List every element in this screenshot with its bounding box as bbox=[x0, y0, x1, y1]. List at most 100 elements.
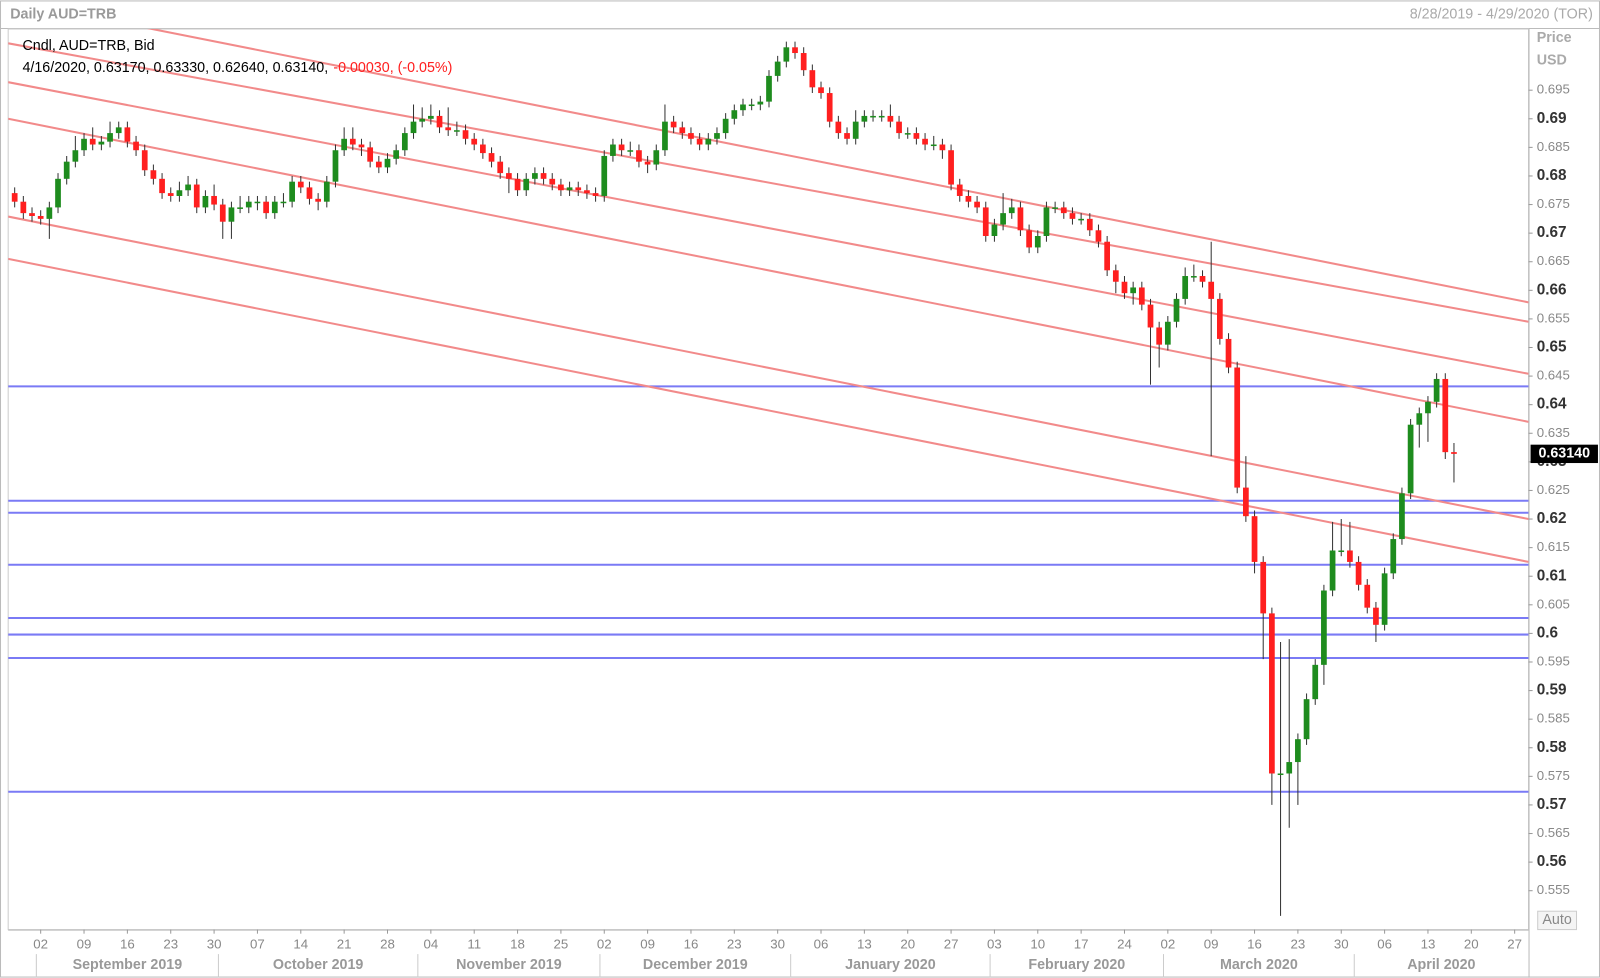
y-tick-label: 0.605 bbox=[1537, 596, 1570, 611]
y-tick-label: 0.665 bbox=[1537, 253, 1570, 268]
x-tick-label: 11 bbox=[467, 936, 481, 951]
candle-body bbox=[211, 195, 217, 205]
candle-body bbox=[783, 47, 790, 62]
candle-body bbox=[1086, 218, 1093, 231]
candle-body bbox=[497, 161, 504, 174]
trend-line bbox=[8, 215, 1529, 521]
x-tick-label: 06 bbox=[1377, 936, 1392, 951]
candle-body bbox=[29, 213, 35, 216]
y-tick-label: 0.57 bbox=[1537, 796, 1567, 813]
x-tick-label: 21 bbox=[337, 936, 352, 951]
x-tick-label: 30 bbox=[207, 936, 222, 951]
candle-body bbox=[922, 138, 928, 145]
candle-body bbox=[410, 121, 417, 134]
candle-body bbox=[55, 178, 61, 208]
candle-body bbox=[219, 204, 226, 222]
candle-body bbox=[141, 150, 148, 171]
candle-body bbox=[462, 130, 469, 139]
candle-body bbox=[367, 147, 374, 162]
trend-line bbox=[8, 81, 1529, 375]
candle-body bbox=[1043, 207, 1050, 237]
y-tick-label: 0.65 bbox=[1537, 339, 1567, 356]
header-range: 8/28/2019 - 4/29/2020 (TOR) bbox=[1410, 6, 1593, 22]
candle-body bbox=[1329, 550, 1336, 591]
candle-body bbox=[1130, 287, 1137, 294]
candle-body bbox=[1026, 230, 1032, 248]
candle-body bbox=[228, 207, 235, 222]
x-tick-label: 02 bbox=[33, 936, 48, 951]
candle-body bbox=[1295, 739, 1301, 763]
x-tick-label: 16 bbox=[1247, 936, 1262, 951]
candle-body bbox=[46, 207, 53, 219]
candle-body bbox=[731, 110, 738, 119]
y-tick-label: 0.595 bbox=[1537, 653, 1570, 668]
y-tick-label: 0.58 bbox=[1537, 739, 1567, 756]
candle-body bbox=[37, 215, 44, 219]
x-tick-label: 20 bbox=[900, 936, 915, 951]
candle-body bbox=[835, 121, 842, 134]
legend-values: 4/16/2020, 0.63170, 0.63330, 0.62640, 0.… bbox=[22, 60, 452, 76]
candle-body bbox=[566, 187, 573, 191]
candle-body bbox=[887, 115, 894, 122]
candle-body bbox=[722, 118, 729, 134]
candle-body bbox=[904, 133, 911, 135]
candle-body bbox=[549, 178, 556, 185]
trend-line bbox=[146, 29, 1529, 304]
candle-body bbox=[375, 161, 382, 168]
candle-body bbox=[688, 133, 694, 139]
candle-body bbox=[323, 181, 330, 202]
candle-body bbox=[1000, 213, 1006, 225]
candle-body bbox=[72, 150, 79, 162]
candle-body bbox=[896, 121, 902, 134]
candle-body bbox=[297, 181, 304, 188]
candle-body bbox=[1390, 539, 1397, 574]
candle-body bbox=[592, 193, 599, 196]
candle-body bbox=[818, 87, 824, 94]
candle-body bbox=[705, 138, 712, 145]
candle-body bbox=[991, 224, 998, 237]
candle-body bbox=[358, 144, 365, 148]
x-tick-label: 25 bbox=[554, 936, 569, 951]
candle-body bbox=[89, 138, 96, 145]
candle-body bbox=[1190, 276, 1197, 278]
candle-body bbox=[878, 115, 885, 118]
candle-body bbox=[185, 184, 191, 191]
candle-body bbox=[1034, 236, 1041, 248]
month-label: January 2020 bbox=[845, 957, 936, 973]
auto-button[interactable] bbox=[1537, 910, 1578, 931]
candle-body bbox=[1121, 281, 1128, 294]
candle-body bbox=[740, 104, 746, 111]
candle-body bbox=[670, 121, 677, 128]
y-tick-label: 0.62 bbox=[1537, 510, 1567, 527]
y-tick-label: 0.575 bbox=[1537, 768, 1570, 783]
candle-body bbox=[63, 161, 70, 179]
candle-body bbox=[1243, 487, 1249, 517]
x-tick-label: 02 bbox=[597, 936, 612, 951]
candle-body bbox=[610, 144, 616, 156]
x-tick-label: 23 bbox=[163, 936, 178, 951]
month-label: September 2019 bbox=[73, 957, 183, 973]
candle-body bbox=[1355, 561, 1362, 585]
candle-body bbox=[245, 201, 252, 208]
candle-body bbox=[427, 115, 434, 119]
candle-body bbox=[81, 138, 87, 151]
candle-body bbox=[800, 53, 807, 71]
month-label: March 2020 bbox=[1220, 957, 1298, 973]
candle-body bbox=[1216, 298, 1223, 339]
last-price-label: 0.63140 bbox=[1538, 446, 1590, 462]
candle-body bbox=[1312, 664, 1319, 700]
candle-body bbox=[1069, 213, 1076, 219]
candle-body bbox=[1321, 590, 1327, 665]
candle-body bbox=[107, 133, 113, 142]
candle-body bbox=[124, 127, 131, 142]
auto-label[interactable]: Auto bbox=[1542, 912, 1571, 928]
candle-body bbox=[627, 150, 634, 152]
candle-body bbox=[844, 133, 850, 139]
y-tick-label: 0.64 bbox=[1537, 396, 1567, 413]
candle-body bbox=[1182, 276, 1189, 299]
candle-body bbox=[488, 153, 495, 162]
x-tick-label: 30 bbox=[770, 936, 785, 951]
candle-body bbox=[792, 47, 798, 54]
candle-body bbox=[826, 93, 833, 122]
